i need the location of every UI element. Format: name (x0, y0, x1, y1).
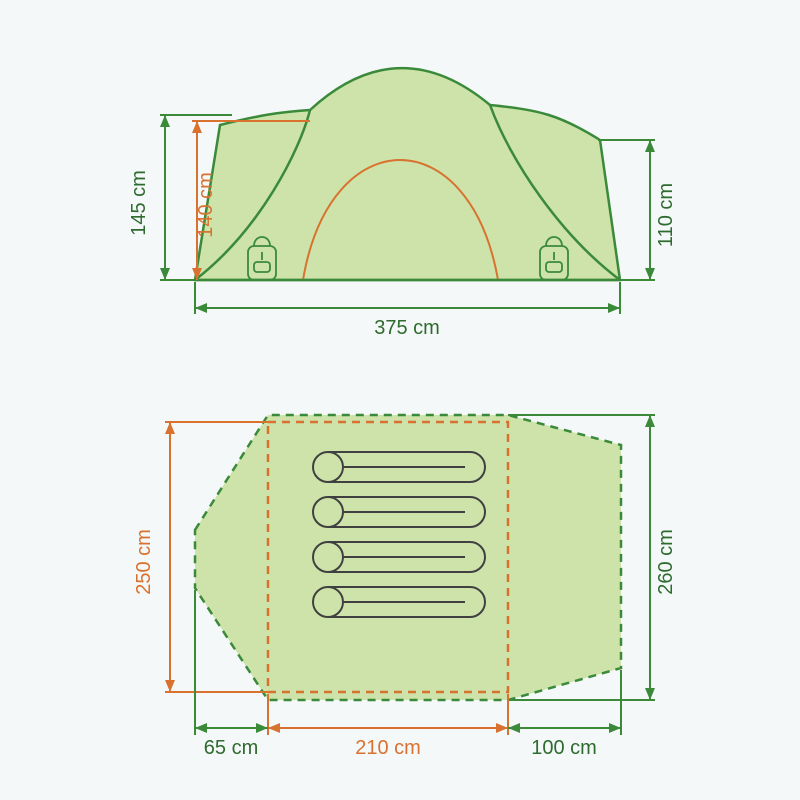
label-top-w-mid: 210 cm (355, 737, 421, 759)
side-fly-fill (195, 68, 620, 280)
label-side-width: 375 cm (374, 317, 440, 339)
side-view: 145 cm 140 cm 110 cm 375 cm (128, 68, 677, 339)
label-side-h-right: 110 cm (655, 183, 677, 247)
label-top-w-left: 65 cm (204, 737, 258, 759)
tent-dimensions-diagram: 145 cm 140 cm 110 cm 375 cm (0, 0, 800, 800)
label-top-h-left: 250 cm (133, 529, 155, 595)
label-top-w-right: 100 cm (531, 737, 597, 759)
dim-side-width: 375 cm (195, 282, 620, 339)
top-view: 250 cm 260 cm 65 cm 210 c (133, 415, 677, 759)
label-side-h-left-outer: 145 cm (128, 170, 150, 236)
label-top-h-right: 260 cm (655, 529, 677, 595)
label-side-h-left-inner: 140 cm (195, 172, 217, 238)
